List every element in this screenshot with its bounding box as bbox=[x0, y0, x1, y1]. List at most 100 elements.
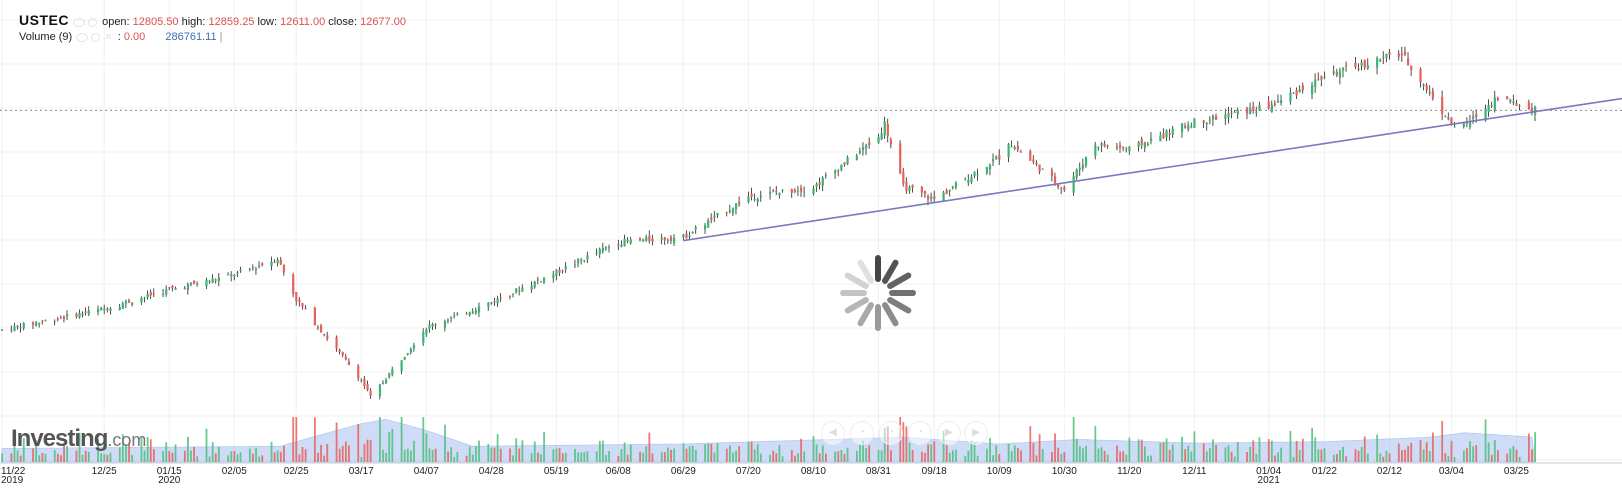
x-tick-label: 01/22 bbox=[1312, 466, 1337, 477]
scroll-left-icon[interactable]: ◀ bbox=[821, 421, 845, 445]
candle bbox=[586, 251, 589, 264]
candle-body bbox=[1019, 151, 1023, 153]
candle-body bbox=[673, 237, 676, 244]
candle bbox=[412, 342, 416, 352]
candle bbox=[1224, 108, 1227, 126]
candle-body bbox=[22, 323, 25, 329]
candle-body bbox=[1407, 58, 1410, 66]
x-tick-label: 03/04 bbox=[1439, 466, 1464, 477]
candle-body bbox=[1255, 112, 1258, 114]
candle-body bbox=[923, 190, 927, 195]
candle-body bbox=[66, 314, 69, 317]
candle bbox=[840, 164, 843, 172]
candle-body bbox=[992, 159, 995, 162]
volume-bar bbox=[183, 450, 186, 462]
visibility-eye-icon[interactable] bbox=[73, 17, 86, 27]
candle-body bbox=[214, 279, 217, 281]
settings-dot-icon[interactable] bbox=[88, 17, 98, 27]
volume-bar bbox=[536, 452, 539, 462]
volume-bar bbox=[800, 438, 803, 462]
candle bbox=[1255, 106, 1258, 117]
volume-bar bbox=[1317, 449, 1320, 462]
candle-body bbox=[1444, 116, 1447, 118]
candle bbox=[425, 327, 428, 337]
volume-bar bbox=[651, 453, 654, 462]
volume-bar bbox=[713, 452, 716, 462]
volume-bar bbox=[812, 436, 815, 462]
candle bbox=[920, 185, 923, 198]
candle bbox=[1084, 156, 1088, 168]
candle bbox=[1366, 58, 1369, 70]
zoom-reset-icon[interactable]: ◔ bbox=[908, 421, 932, 445]
candle bbox=[580, 257, 583, 265]
candle bbox=[44, 319, 47, 322]
volume-bar bbox=[1171, 444, 1174, 462]
scroll-right-icon[interactable]: ▶ bbox=[937, 421, 961, 445]
candle bbox=[186, 282, 190, 295]
candle bbox=[10, 325, 13, 333]
candle bbox=[1143, 141, 1146, 153]
candle-body bbox=[1013, 147, 1016, 149]
candle-body bbox=[1205, 122, 1208, 125]
candle bbox=[106, 307, 109, 313]
volume-bar bbox=[1447, 455, 1450, 462]
candle bbox=[1075, 168, 1078, 180]
candle bbox=[391, 366, 394, 377]
candle bbox=[564, 262, 567, 273]
x-tick-label: 12/25 bbox=[92, 466, 117, 477]
volume-bar bbox=[1252, 440, 1255, 462]
candle-body bbox=[880, 133, 883, 140]
candle bbox=[772, 189, 775, 193]
x-tick-label: 06/29 bbox=[671, 466, 696, 477]
candle-body bbox=[1007, 144, 1010, 158]
high-label: high: bbox=[181, 16, 206, 28]
volume-settings-icon[interactable] bbox=[91, 32, 101, 42]
volume-bar bbox=[992, 455, 995, 462]
candle bbox=[1041, 168, 1044, 170]
candle bbox=[738, 196, 741, 207]
candle bbox=[515, 288, 518, 294]
candle bbox=[1205, 122, 1208, 131]
candle-body bbox=[425, 329, 428, 335]
candle bbox=[357, 364, 360, 382]
volume-bar bbox=[10, 453, 13, 462]
zoom-in-icon[interactable]: ◔ bbox=[879, 421, 903, 445]
candle bbox=[81, 311, 84, 318]
volume-eye-icon[interactable] bbox=[76, 32, 89, 42]
volume-bar bbox=[1128, 437, 1131, 462]
candle bbox=[347, 358, 351, 366]
scroll-end-icon[interactable]: ▶ bbox=[964, 421, 988, 445]
volume-bar bbox=[1075, 438, 1078, 462]
candle-body bbox=[344, 356, 347, 360]
candle bbox=[902, 167, 905, 187]
volume-legend: Volume (9) ✕ : 0.00 286761.11 | bbox=[19, 31, 223, 43]
candle-body bbox=[1236, 110, 1239, 115]
candle-body bbox=[1323, 77, 1326, 79]
candle-body bbox=[521, 287, 524, 292]
volume-remove-icon[interactable]: ✕ bbox=[104, 31, 113, 43]
volume-bar bbox=[790, 450, 793, 462]
candle-body bbox=[450, 317, 453, 319]
candle-body bbox=[1159, 135, 1162, 142]
candle bbox=[1202, 119, 1205, 129]
volume-bar bbox=[1255, 453, 1258, 462]
candle-body bbox=[338, 349, 341, 352]
low-value: 12611.00 bbox=[280, 16, 326, 28]
candle-body bbox=[908, 186, 911, 192]
trendline bbox=[683, 97, 1622, 242]
volume-bar bbox=[255, 448, 257, 462]
candle-body bbox=[227, 274, 230, 276]
candle-body bbox=[1289, 92, 1292, 102]
candle bbox=[1360, 59, 1363, 71]
candle bbox=[171, 285, 174, 292]
x-axis: 11/22 12/25 01/15 02/05 02/25 03/17 04/07 04/28… bbox=[0, 462, 1622, 486]
candle-body bbox=[858, 150, 862, 154]
candle-body bbox=[1317, 79, 1320, 81]
volume-bar bbox=[1515, 449, 1518, 462]
zoom-out-icon[interactable]: ◔ bbox=[850, 421, 874, 445]
candle-body bbox=[1518, 105, 1521, 107]
candle-body bbox=[1128, 146, 1131, 152]
candle-body bbox=[759, 196, 762, 198]
